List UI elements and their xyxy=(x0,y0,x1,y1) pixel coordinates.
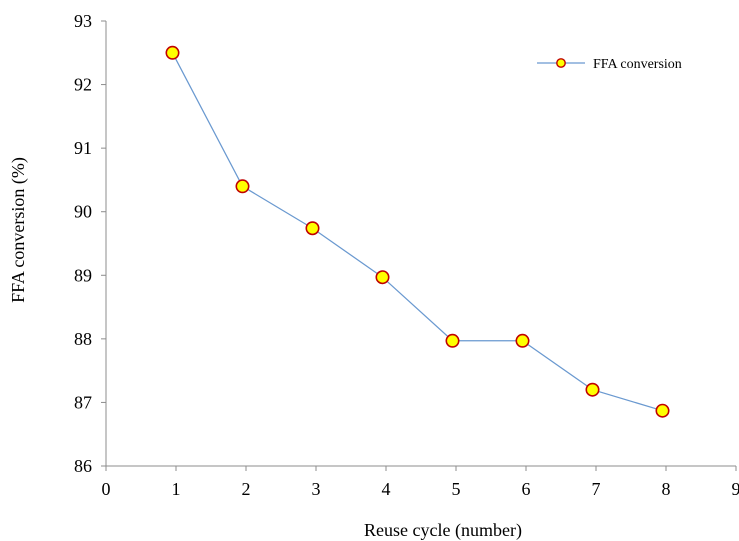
x-tick-label: 0 xyxy=(102,479,111,499)
y-tick-label: 86 xyxy=(74,456,92,476)
x-tick-label: 3 xyxy=(312,479,321,499)
x-tick-label: 2 xyxy=(242,479,251,499)
plot-layer xyxy=(165,45,670,418)
series-line-ffa-conversion xyxy=(171,52,663,412)
data-point-marker xyxy=(165,45,180,60)
x-tick-label: 1 xyxy=(172,479,181,499)
y-tick-label: 91 xyxy=(74,138,92,158)
y-tick-label: 92 xyxy=(74,75,92,95)
x-tick-label: 8 xyxy=(662,479,671,499)
y-axis-title: FFA conversion (%) xyxy=(8,157,29,303)
axes-layer xyxy=(105,21,736,467)
x-tick-label: 6 xyxy=(522,479,531,499)
data-point-marker xyxy=(235,179,250,194)
data-point-marker xyxy=(585,382,600,397)
legend-marker-swatch xyxy=(556,58,566,68)
x-axis-title: Reuse cycle (number) xyxy=(364,520,522,541)
y-tick-label: 90 xyxy=(74,202,92,222)
data-point-marker xyxy=(655,403,670,418)
y-tick-label: 88 xyxy=(74,329,92,349)
legend-label: FFA conversion xyxy=(593,57,682,72)
data-point-marker xyxy=(515,333,530,348)
x-tick-label: 4 xyxy=(382,479,391,499)
x-tick-label: 7 xyxy=(592,479,601,499)
data-point-marker xyxy=(375,270,390,285)
data-point-marker xyxy=(445,333,460,348)
x-tick-label: 5 xyxy=(452,479,461,499)
data-point-marker xyxy=(305,221,320,236)
y-tick-label: 93 xyxy=(74,11,92,31)
axis-labels-layer: Reuse cycle (number) FFA conversion (%) xyxy=(8,157,522,541)
x-tick-label: 9 xyxy=(732,479,739,499)
y-tick-label: 87 xyxy=(74,392,92,412)
y-tick-label: 89 xyxy=(74,265,92,285)
legend: FFA conversion xyxy=(537,57,682,72)
